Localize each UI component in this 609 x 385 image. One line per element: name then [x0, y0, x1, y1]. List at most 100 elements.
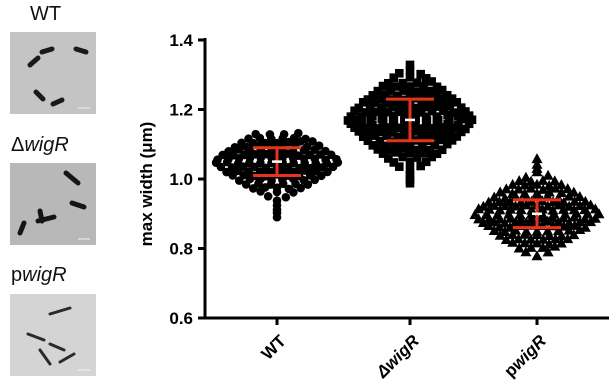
data-point	[558, 196, 570, 207]
data-point	[416, 108, 426, 117]
data-point	[510, 216, 522, 227]
data-point	[405, 170, 415, 180]
data-point	[405, 157, 415, 166]
data-point	[308, 137, 317, 146]
data-point	[417, 131, 426, 141]
data-point	[542, 225, 554, 236]
data-point	[454, 120, 463, 130]
data-point	[440, 131, 450, 141]
panel-label-dwigr: ΔwigR	[11, 134, 69, 157]
data-point	[430, 140, 440, 150]
data-point	[556, 230, 568, 241]
x-tick-label: pwigR	[500, 331, 550, 381]
data-point	[469, 209, 481, 220]
data-point	[378, 81, 388, 91]
data-point	[549, 175, 561, 186]
data-point	[437, 85, 447, 95]
data-point	[354, 103, 364, 113]
data-point	[301, 134, 310, 144]
data-point	[443, 110, 452, 120]
data-point	[555, 237, 567, 248]
data-point	[230, 143, 240, 152]
data-point	[500, 233, 512, 244]
data-point	[400, 129, 409, 138]
data-point	[537, 183, 549, 194]
data-point	[366, 116, 375, 125]
data-point	[389, 111, 399, 121]
data-point	[531, 158, 543, 169]
data-point	[542, 200, 554, 211]
data-point	[429, 131, 438, 141]
data-point	[488, 199, 500, 210]
data-point	[435, 94, 445, 103]
data-point	[386, 145, 395, 155]
data-point	[442, 90, 452, 100]
data-point	[365, 103, 375, 113]
data-point	[237, 138, 246, 148]
data-point	[445, 128, 455, 137]
data-point	[493, 221, 505, 232]
data-point	[419, 82, 428, 91]
data-point	[368, 111, 377, 121]
data-point	[515, 196, 527, 207]
data-point	[302, 142, 312, 152]
data-point	[394, 132, 403, 142]
data-point	[279, 129, 289, 139]
data-point	[574, 190, 586, 201]
data-point	[411, 111, 420, 121]
data-point	[543, 186, 555, 197]
x-tick-label: ΔwigR	[372, 331, 423, 382]
data-point	[537, 233, 549, 244]
gene-name: wigR	[24, 134, 69, 156]
data-point	[411, 127, 420, 136]
data-point	[389, 120, 399, 129]
data-point	[483, 196, 495, 207]
data-point	[368, 91, 378, 100]
data-point	[358, 98, 368, 107]
data-point	[520, 225, 532, 236]
data-point	[372, 107, 382, 117]
data-point	[421, 112, 431, 122]
data-point	[562, 233, 574, 244]
data-point	[483, 203, 495, 214]
data-point	[425, 145, 434, 155]
data-point	[412, 78, 422, 87]
data-point	[452, 132, 462, 141]
data-point	[432, 112, 442, 121]
data-point	[427, 124, 437, 133]
data-point	[520, 199, 532, 210]
series-1-error-bar	[253, 146, 301, 178]
data-point	[504, 221, 516, 232]
y-tick-label: 0.6	[169, 309, 193, 328]
y-tick-label: 1.0	[169, 170, 193, 189]
micrograph-dwigr	[10, 163, 96, 245]
data-point	[555, 179, 567, 190]
data-point	[537, 209, 549, 220]
data-point	[405, 66, 415, 76]
data-point	[422, 102, 432, 112]
data-point	[405, 140, 415, 150]
data-point	[384, 78, 393, 88]
y-tick-label: 0.8	[169, 240, 193, 259]
data-point	[568, 186, 580, 197]
data-point	[416, 69, 425, 79]
x-tick-label-gene: wigR	[508, 331, 551, 374]
data-point	[445, 115, 454, 125]
data-point	[531, 178, 543, 189]
data-point	[442, 139, 452, 149]
data-point	[392, 148, 401, 157]
data-point	[531, 237, 543, 248]
data-point	[435, 135, 445, 145]
data-point	[434, 127, 443, 137]
data-point	[447, 94, 457, 103]
data-point	[488, 225, 500, 236]
data-point	[456, 103, 466, 112]
data-point	[477, 216, 489, 227]
data-point	[445, 102, 455, 111]
data-point	[483, 219, 495, 230]
data-point	[432, 82, 442, 92]
data-point	[574, 200, 586, 211]
data-point	[425, 86, 434, 96]
data-point	[525, 241, 537, 252]
data-point	[314, 141, 324, 150]
